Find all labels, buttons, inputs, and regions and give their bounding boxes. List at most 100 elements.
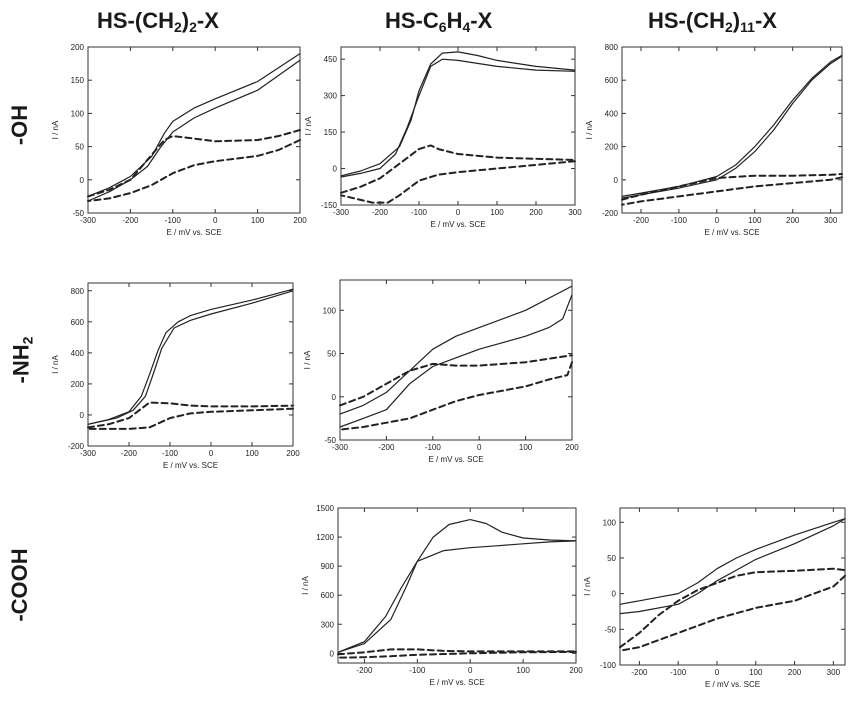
- x-tick-label: 0: [715, 668, 720, 677]
- y-tick-label: 0: [614, 176, 619, 185]
- y-axis-label: I / nA: [583, 577, 592, 596]
- x-tick-label: 0: [456, 208, 461, 217]
- y-tick-label: 0: [80, 176, 85, 185]
- x-tick-label: -300: [332, 443, 349, 452]
- dashed-series-line: [337, 648, 577, 656]
- solid-series-line: [87, 52, 301, 197]
- x-tick-label: 100: [519, 443, 533, 452]
- dashed-series-line: [337, 650, 577, 659]
- y-tick-label: 150: [324, 128, 338, 137]
- x-tick-label: 100: [749, 668, 763, 677]
- x-tick-label: -300: [333, 208, 350, 217]
- x-axis-label: E / mV vs. SCE: [166, 228, 221, 237]
- y-axis-label: I / nA: [51, 355, 60, 374]
- x-tick-label: -300: [80, 216, 97, 225]
- y-tick-label: 200: [605, 143, 619, 152]
- y-axis-label: I / nA: [301, 576, 310, 595]
- x-tick-label: -100: [409, 666, 426, 675]
- x-tick-label: -100: [425, 443, 442, 452]
- x-axis-label: E / mV vs. SCE: [429, 678, 484, 687]
- x-tick-label: 200: [565, 443, 579, 452]
- y-axis-label: I / nA: [51, 120, 60, 139]
- dashed-series-line: [621, 173, 843, 201]
- x-tick-label: 200: [788, 668, 802, 677]
- dashed-series-line: [340, 160, 576, 204]
- x-tick-label: 200: [293, 216, 307, 225]
- dashed-series-line: [87, 407, 294, 430]
- plot-frame: [339, 279, 573, 441]
- y-tick-label: 400: [71, 349, 85, 358]
- x-axis-label: E / mV vs. SCE: [428, 455, 483, 464]
- dashed-series-line: [339, 354, 573, 407]
- y-tick-label: 50: [607, 554, 616, 563]
- y-tick-label: 400: [605, 109, 619, 118]
- x-tick-label: -100: [162, 449, 179, 458]
- y-tick-label: -150: [321, 201, 338, 210]
- y-tick-label: 100: [323, 306, 337, 315]
- x-tick-label: 100: [516, 666, 530, 675]
- y-tick-label: 50: [327, 350, 336, 359]
- solid-series-line: [339, 285, 573, 415]
- x-tick-label: 100: [251, 216, 265, 225]
- x-tick-label: 300: [827, 668, 841, 677]
- y-tick-label: 800: [71, 287, 85, 296]
- x-tick-label: -200: [121, 449, 138, 458]
- y-tick-label: 600: [321, 591, 335, 600]
- x-axis-label: E / mV vs. SCE: [705, 680, 760, 689]
- x-axis-label: E / mV vs. SCE: [430, 220, 485, 229]
- solid-series-line: [339, 294, 573, 428]
- y-tick-label: 600: [71, 318, 85, 327]
- x-tick-label: 0: [715, 216, 720, 225]
- solid-series-line: [619, 518, 846, 605]
- plot-frame: [337, 507, 577, 664]
- x-tick-label: 200: [286, 449, 300, 458]
- dashed-series-line: [87, 129, 301, 198]
- cv-c6h4-nh2-panel: -300 -200 -100 0 100 200 -50 0 50 100 E / mV vs. S…: [303, 279, 579, 464]
- x-tick-label: -200: [631, 668, 648, 677]
- x-tick-label: 200: [529, 208, 543, 217]
- x-tick-label: 300: [824, 216, 838, 225]
- cv-c2-oh-panel: -300 -200 -100 0 100 200 -50 0 50 100 150 200 E / mV…: [51, 43, 307, 237]
- y-tick-label: 0: [332, 393, 337, 402]
- x-tick-label: -100: [670, 668, 687, 677]
- y-tick-label: -50: [604, 625, 616, 634]
- solid-series-line: [87, 59, 301, 202]
- y-tick-label: 0: [330, 649, 335, 658]
- y-tick-label: -50: [72, 209, 84, 218]
- column-header: HS-(CH2)2-X: [97, 8, 219, 35]
- column-header: HS-C6H4-X: [385, 8, 493, 35]
- plot-frame: [87, 46, 301, 214]
- cv-c11-cooh-panel: -200 -100 0 100 200 300 -100 -50 0 50 100 E / mV vs…: [583, 507, 846, 689]
- x-tick-label: 100: [245, 449, 259, 458]
- y-tick-label: -100: [600, 661, 617, 670]
- y-tick-label: 150: [71, 76, 85, 85]
- y-tick-label: -200: [68, 442, 85, 451]
- x-axis-label: E / mV vs. SCE: [163, 461, 218, 470]
- cv-c11-oh-panel: -200 -100 0 100 200 300 -200 0 200 400 600 800 E / m…: [585, 43, 843, 237]
- solid-series-line: [619, 518, 846, 615]
- dashed-series-line: [339, 361, 573, 431]
- plot-frame: [619, 507, 846, 666]
- y-tick-label: 800: [605, 43, 619, 52]
- y-tick-label: -200: [602, 209, 619, 218]
- dashed-series-line: [340, 144, 576, 194]
- y-axis-label: I / nA: [303, 350, 312, 369]
- x-tick-label: 200: [786, 216, 800, 225]
- y-tick-label: 450: [324, 55, 338, 64]
- x-tick-label: -100: [411, 208, 428, 217]
- plot-frame: [87, 282, 294, 447]
- y-tick-label: 50: [75, 143, 84, 152]
- x-tick-label: -200: [378, 443, 395, 452]
- x-tick-label: -300: [80, 449, 97, 458]
- dashed-series-line: [87, 401, 294, 429]
- y-tick-label: 0: [80, 411, 85, 420]
- y-axis-label: I / nA: [585, 120, 594, 139]
- x-tick-label: -200: [633, 216, 650, 225]
- y-tick-label: 1500: [316, 504, 334, 513]
- dashed-series-line: [621, 176, 843, 206]
- y-tick-label: -50: [324, 436, 336, 445]
- y-tick-label: 300: [324, 92, 338, 101]
- x-tick-label: -200: [372, 208, 389, 217]
